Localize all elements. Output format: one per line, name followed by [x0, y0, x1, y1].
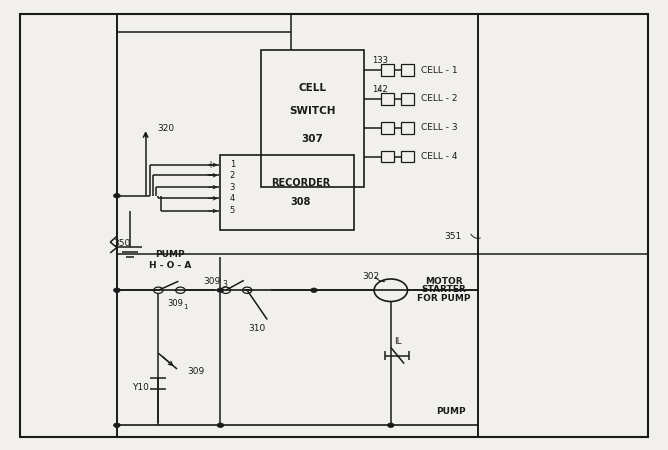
Text: 320: 320: [158, 124, 175, 133]
Circle shape: [217, 423, 224, 428]
Bar: [401, 151, 414, 162]
Text: 4: 4: [230, 194, 235, 203]
Text: 2: 2: [230, 171, 235, 180]
Text: PUMP: PUMP: [156, 250, 185, 259]
Text: CELL - 1: CELL - 1: [421, 66, 458, 75]
Bar: [401, 64, 414, 76]
Bar: [381, 93, 394, 105]
Text: SWITCH: SWITCH: [289, 106, 335, 116]
Text: 309: 309: [204, 277, 221, 286]
Text: CELL: CELL: [299, 83, 326, 93]
Text: 307: 307: [301, 134, 323, 144]
Bar: [381, 122, 394, 134]
Text: 3: 3: [230, 183, 235, 192]
Text: +: +: [206, 160, 214, 170]
Text: 142: 142: [372, 85, 388, 94]
Bar: [381, 64, 394, 76]
Text: CELL - 2: CELL - 2: [421, 94, 458, 104]
Text: CELL - 3: CELL - 3: [421, 123, 458, 132]
Text: RECORDER: RECORDER: [271, 178, 330, 188]
Text: −: −: [206, 170, 214, 180]
Circle shape: [114, 194, 120, 198]
Circle shape: [311, 288, 317, 292]
Text: 133: 133: [372, 56, 388, 65]
Circle shape: [387, 423, 394, 428]
Bar: [401, 122, 414, 134]
Text: CELL - 4: CELL - 4: [421, 152, 458, 161]
Text: PUMP: PUMP: [436, 407, 466, 416]
Text: 1: 1: [230, 160, 235, 169]
Circle shape: [217, 288, 224, 292]
Text: Y10: Y10: [132, 382, 149, 392]
Bar: [220, 155, 354, 230]
Text: 309: 309: [187, 367, 204, 376]
Text: H - O - A: H - O - A: [149, 261, 192, 270]
Text: 1: 1: [184, 304, 188, 310]
Text: 302: 302: [362, 272, 379, 281]
Text: 308: 308: [291, 197, 311, 207]
Text: 3: 3: [222, 280, 227, 289]
Text: 309: 309: [167, 299, 183, 308]
Text: 351: 351: [444, 232, 462, 241]
Text: IL: IL: [393, 338, 401, 346]
Text: 350: 350: [114, 239, 131, 248]
Text: 310: 310: [248, 324, 266, 333]
Bar: [381, 151, 394, 162]
Text: MOTOR: MOTOR: [426, 277, 463, 286]
Bar: [261, 50, 364, 187]
Circle shape: [114, 423, 120, 428]
Circle shape: [114, 288, 120, 292]
Text: 5: 5: [230, 207, 235, 216]
Bar: [401, 93, 414, 105]
Text: STARTER: STARTER: [422, 285, 466, 294]
Text: FOR PUMP: FOR PUMP: [418, 294, 471, 303]
